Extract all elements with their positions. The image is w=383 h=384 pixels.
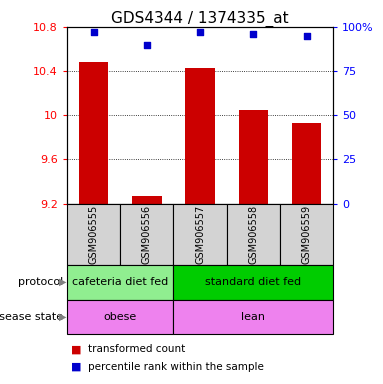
Text: percentile rank within the sample: percentile rank within the sample [88,362,264,372]
Text: ▶: ▶ [59,312,66,322]
Bar [292,123,321,204]
Bar [227,204,280,265]
Bar [239,110,268,204]
Point [197,29,203,35]
Bar [173,204,227,265]
Text: transformed count: transformed count [88,344,185,354]
Text: lean: lean [241,312,265,322]
Bar [173,265,333,300]
Text: GSM906556: GSM906556 [142,205,152,264]
Text: GSM906558: GSM906558 [248,205,259,264]
Text: obese: obese [104,312,137,322]
Point [144,41,150,48]
Text: disease state: disease state [0,312,63,322]
Bar [67,300,173,334]
Point [91,29,97,35]
Bar [280,204,333,265]
Point [304,33,310,39]
Text: cafeteria diet fed: cafeteria diet fed [72,277,169,287]
Bar [120,204,173,265]
Text: ■: ■ [71,362,81,372]
Text: ▶: ▶ [59,277,66,287]
Bar [67,204,120,265]
Text: GSM906557: GSM906557 [195,205,205,264]
Bar [132,196,162,204]
Text: GSM906559: GSM906559 [301,205,312,264]
Point [250,31,257,37]
Text: protocol: protocol [18,277,63,287]
Title: GDS4344 / 1374335_at: GDS4344 / 1374335_at [111,11,289,27]
Bar [79,62,108,204]
Bar [67,265,173,300]
Text: GSM906555: GSM906555 [88,205,99,264]
Text: ■: ■ [71,344,81,354]
Bar [173,300,333,334]
Text: standard diet fed: standard diet fed [205,277,301,287]
Bar [185,68,215,204]
